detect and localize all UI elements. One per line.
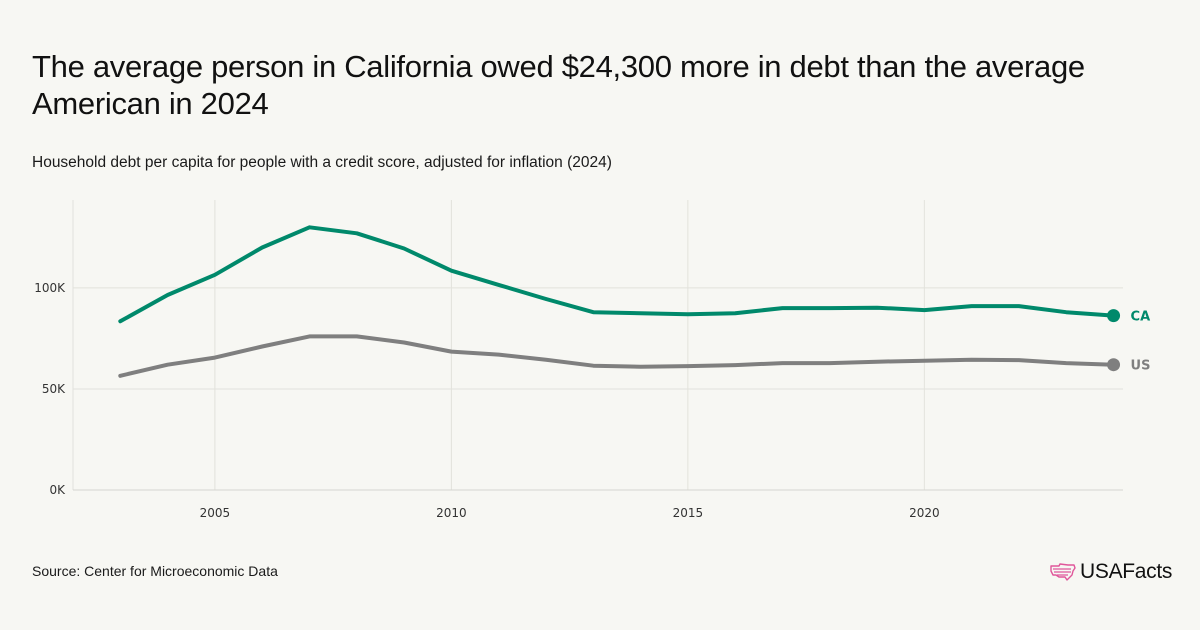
series-lines	[118, 225, 1116, 378]
series-end-dot-ca	[1107, 309, 1121, 323]
logo-text: USAFacts	[1080, 560, 1173, 583]
series-end-markers: CA US	[1107, 309, 1150, 374]
series-label-us: US	[1131, 359, 1151, 374]
y-tick-label: 50K	[42, 382, 66, 396]
series-end-dot-us	[1107, 358, 1121, 372]
usafacts-logo[interactable]: USAFacts	[1050, 560, 1172, 584]
y-tick-label: 100K	[34, 281, 66, 295]
gridlines	[72, 200, 1123, 490]
series-label-ca: CA	[1131, 310, 1151, 325]
series-line-ca	[118, 225, 1116, 324]
x-tick-label: 2020	[909, 506, 940, 520]
source-note: Source: Center for Microeconomic Data	[32, 563, 278, 579]
x-tick-label: 2010	[436, 506, 467, 520]
x-tick-label: 2005	[200, 506, 231, 520]
y-tick-label: 0K	[49, 483, 66, 497]
series-line-us	[118, 334, 1116, 378]
x-axis-ticks: 2005 2010 2015 2020	[200, 506, 940, 520]
chart-subtitle: Household debt per capita for people wit…	[32, 154, 612, 171]
y-axis-ticks: 0K 50K 100K	[34, 281, 66, 497]
chart-title: The average person in California owed $2…	[32, 49, 1085, 121]
x-tick-label: 2015	[673, 506, 704, 520]
us-map-icon	[1050, 563, 1076, 581]
